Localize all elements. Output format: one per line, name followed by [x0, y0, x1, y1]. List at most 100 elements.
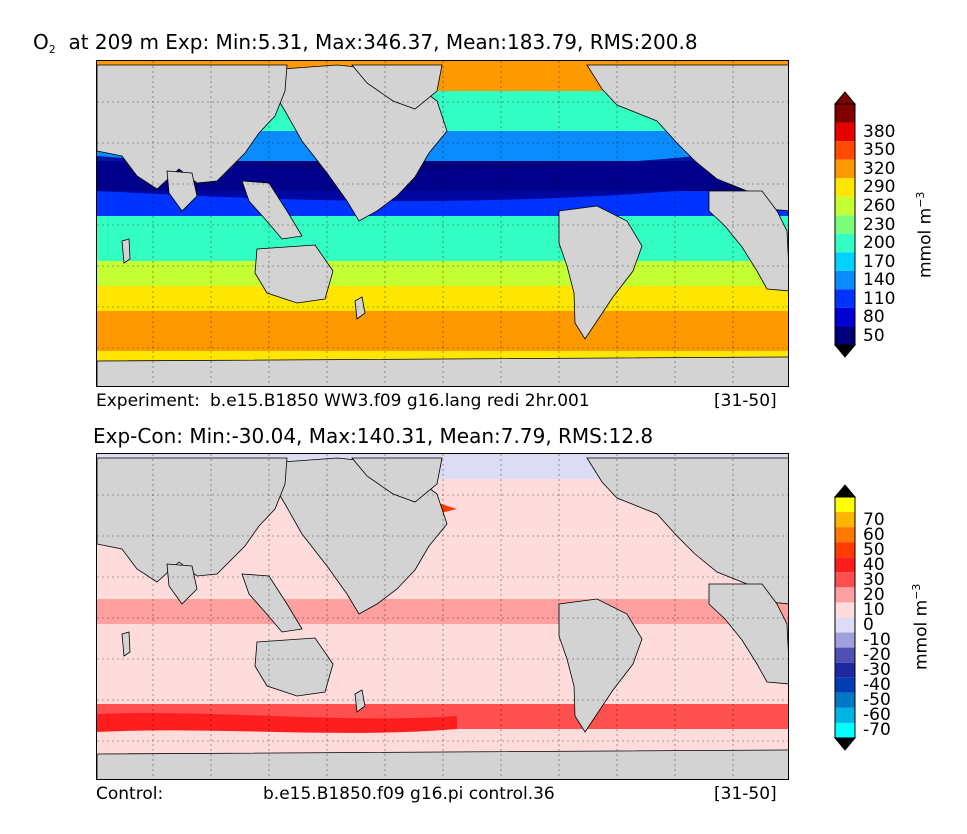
panel2-unit-sup: −3: [910, 583, 923, 600]
colorbar-1-frame: [834, 103, 856, 346]
colorbar-1-tick-320: 320: [863, 158, 896, 179]
colorbar-1-under-triangle: [833, 344, 857, 358]
colorbar-1-segment-200: [835, 233, 855, 253]
panel1-caption-right: [31-50]: [714, 391, 777, 411]
map2-ocean-band-3: [97, 624, 788, 704]
map1-ocean-band-5: [97, 216, 788, 261]
colorbar-2-over-triangle: [833, 484, 857, 498]
panel1-colorbar-unit: mmol m−3: [914, 192, 936, 278]
panel2-colorbar-unit: mmol m−3: [910, 584, 932, 670]
colorbar-2-segment-50: [835, 542, 855, 558]
colorbar-2-segment-20: [835, 587, 855, 603]
map1-land-india: [166, 170, 198, 212]
colorbar-2-segment-30: [835, 572, 855, 588]
map2-land-southeast-asia: [241, 573, 303, 633]
map2-land-europe-asia-east: [586, 457, 788, 605]
colorbar-2-segment--40: [835, 677, 855, 693]
map1-ocean-band-8: [97, 311, 788, 351]
colorbar-2-segment--50: [835, 692, 855, 708]
colorbar-2-under-triangle: [833, 737, 857, 751]
map2-land-antarctica: [97, 749, 788, 779]
colorbar-1-segment-170: [835, 252, 855, 271]
colorbar-1-tick-140: 140: [863, 270, 896, 291]
colorbar-2-tick-70: 70: [863, 509, 885, 530]
map1-land-asia-west: [97, 64, 288, 190]
colorbar-2-segment--10: [835, 632, 855, 648]
panel1-unit-text: mmol m: [915, 207, 936, 278]
colorbar-1-segment-110: [835, 289, 855, 308]
colorbar-1-tick-350: 350: [863, 140, 896, 161]
colorbar-2-segment-70: [835, 512, 855, 528]
panel1-title-rest: at 209 m Exp: Min:5.31, Max:346.37, Mean…: [68, 30, 698, 54]
colorbar-2-segment-40: [835, 557, 855, 573]
panel1-colorbar: 380 350 320 290 260 230 200 170 140 110 80 50: [833, 91, 964, 358]
colorbar-1-segment-50: [835, 326, 855, 345]
colorbar-1-segment-140: [835, 270, 855, 290]
colorbar-1-tick-110: 110: [863, 288, 896, 309]
colorbar-1-tick-290: 290: [863, 177, 896, 198]
panel2-caption-mid: b.e15.B1850.f09 g16.pi control.36: [263, 784, 555, 804]
map2-land-asia-west: [97, 457, 288, 583]
colorbar-2-tick--10: -10: [863, 630, 891, 651]
panel1-unit-sup: −3: [914, 191, 927, 208]
colorbar-2-segment--30: [835, 662, 855, 678]
colorbar-1-tick-80: 80: [863, 307, 885, 328]
colorbar-1-segment-230: [835, 215, 855, 234]
colorbar-2-tick--20: -20: [863, 645, 891, 666]
map1-land-new-zealand: [354, 296, 366, 320]
map2-southern-ocean-anomaly: [97, 712, 457, 733]
colorbar-2-tick-50: 50: [863, 539, 885, 560]
panel1-title-prefix: O: [33, 30, 49, 54]
colorbar-2-tick-60: 60: [863, 524, 885, 545]
panel1-map-svg: [97, 61, 788, 386]
colorbar-2-segment-60: [835, 527, 855, 543]
map2-land-india: [166, 563, 198, 605]
map2-land-greenland: [351, 457, 443, 503]
colorbar-1-segment-320: [835, 159, 855, 179]
colorbar-2-segment-0: [835, 617, 855, 633]
panel1-caption-left: Experiment:: [96, 391, 200, 411]
colorbar-1-segment-80: [835, 307, 855, 327]
map2-land-australia: [254, 637, 334, 697]
panel2-unit-text: mmol m: [911, 599, 932, 670]
map1-land-europe-asia-east: [586, 64, 788, 212]
colorbar-1-segment-290: [835, 178, 855, 197]
panel2-title: Exp-Con: Min:-30.04, Max:140.31, Mean:7.…: [93, 424, 653, 448]
panel1-title: O2 at 209 m Exp: Min:5.31, Max:346.37, M…: [33, 30, 698, 62]
map2-ocean-band-2: [97, 599, 788, 624]
colorbar-1-svg: [833, 91, 857, 358]
colorbar-2-tick-40: 40: [863, 554, 885, 575]
map1-land-antarctica: [97, 356, 788, 386]
colorbar-1-over-triangle: [833, 91, 857, 105]
colorbar-2-tick-10: 10: [863, 599, 885, 620]
colorbar-2-segment--20: [835, 647, 855, 663]
panel1-caption-mid: b.e15.B1850 WW3.f09 g16.lang redi 2hr.00…: [210, 391, 590, 411]
colorbar-1-tick-260: 260: [863, 195, 896, 216]
colorbar-1-tick-380: 380: [863, 121, 896, 142]
colorbar-2-tick-30: 30: [863, 569, 885, 590]
map1-land-australia: [254, 244, 334, 304]
map1-land-madagascar: [121, 238, 131, 264]
map2-land-new-zealand: [354, 689, 366, 713]
colorbar-1-segment-260: [835, 196, 855, 216]
colorbar-2-tick--40: -40: [863, 675, 891, 696]
colorbar-1-tick-170: 170: [863, 251, 896, 272]
panel2-caption-left: Control:: [96, 784, 164, 804]
colorbar-1-tick-200: 200: [863, 233, 896, 254]
colorbar-2-tick-20: 20: [863, 584, 885, 605]
colorbar-2-svg: [833, 484, 857, 751]
colorbar-2-tick--60: -60: [863, 705, 891, 726]
colorbar-1-segment-380: [835, 122, 855, 142]
colorbar-1-top-segment: [835, 104, 855, 123]
map1-land-greenland: [351, 64, 443, 110]
panel2-map-svg: [97, 454, 788, 779]
map1-ocean-band-6: [97, 261, 788, 286]
colorbar-2-segment-10: [835, 602, 855, 618]
map1-land-southeast-asia: [241, 180, 303, 240]
colorbar-1-tick-230: 230: [863, 214, 896, 235]
panel1-map: [96, 60, 789, 387]
colorbar-1-segment-350: [835, 141, 855, 160]
colorbar-2-frame: [834, 496, 856, 739]
colorbar-2-tick-0: 0: [863, 615, 874, 636]
colorbar-2-tick--50: -50: [863, 690, 891, 711]
